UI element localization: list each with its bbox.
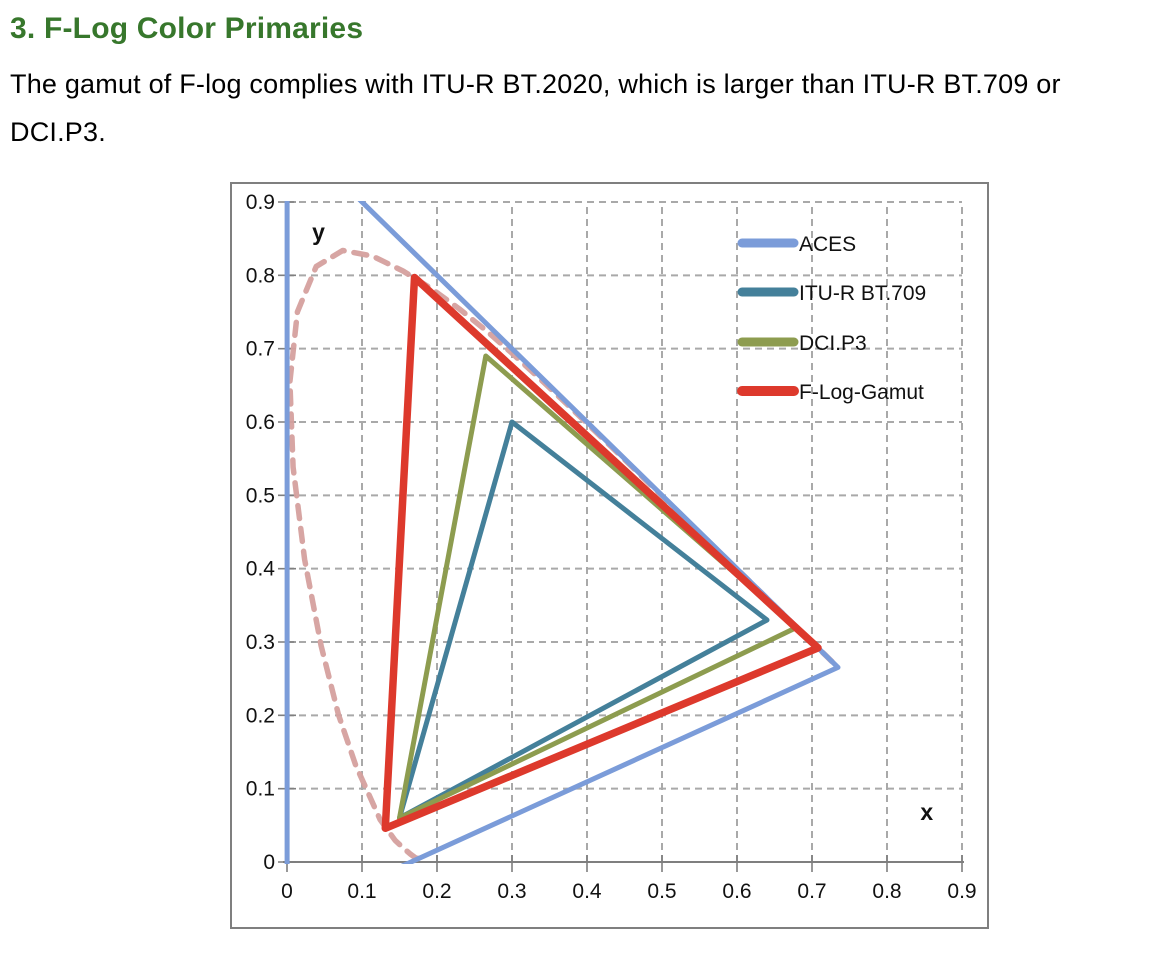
- legend-label: F-Log-Gamut: [799, 381, 924, 404]
- x-tick-label: 0.1: [347, 880, 376, 903]
- x-tick-label: 0: [281, 880, 293, 903]
- legend-label: ITU-R BT.709: [799, 282, 926, 305]
- y-tick-label: 0.2: [246, 704, 275, 727]
- x-tick-label: 0.2: [422, 880, 451, 903]
- body-text-line-2: DCI.P3.: [10, 117, 106, 147]
- x-tick-label: 0.6: [722, 880, 751, 903]
- y-tick-label: 0.1: [246, 778, 275, 801]
- legend: ACES ITU-R BT.709 DCI.P3 F-Log-Gamut: [737, 233, 926, 404]
- series-line-aces: [284, 201, 841, 865]
- y-tick-label: 0: [263, 851, 275, 874]
- y-tick-label: 0.5: [246, 484, 275, 507]
- y-tick-label: 0.7: [246, 338, 275, 361]
- chart-frame: [230, 182, 989, 929]
- x-axis-label: x: [920, 799, 933, 825]
- y-tick-label: 0.9: [246, 191, 275, 214]
- plot-area: [284, 201, 841, 865]
- legend-label: DCI.P3: [799, 332, 867, 355]
- legend-item: ACES: [737, 233, 856, 256]
- legend-item: ITU-R BT.709: [737, 282, 926, 305]
- y-tick-label: 0.4: [246, 558, 276, 581]
- legend-label: ACES: [799, 233, 856, 256]
- x-tick-label: 0.4: [572, 880, 602, 903]
- body-text-line-1: The gamut of F-log complies with ITU-R B…: [10, 69, 1061, 99]
- y-tick-label: 0.8: [246, 264, 275, 287]
- section-heading: 3. F-Log Color Primaries: [10, 12, 364, 45]
- legend-item: DCI.P3: [737, 332, 867, 355]
- y-axis-label: y: [312, 219, 325, 245]
- x-tick-label: 0.3: [497, 880, 526, 903]
- legend-item: F-Log-Gamut: [737, 381, 924, 404]
- x-tick-label: 0.7: [797, 880, 826, 903]
- series-line-itu-r-bt-709: [397, 419, 770, 821]
- series-line-f-log-gamut: [381, 273, 822, 833]
- y-tick-label: 0.3: [246, 631, 275, 654]
- gridlines: [287, 201, 963, 862]
- x-tick-label: 0.5: [647, 880, 676, 903]
- x-tick-label: 0.8: [872, 880, 901, 903]
- y-tick-label: 0.6: [246, 411, 275, 434]
- series-line-dci-p3: [397, 353, 800, 821]
- x-tick-label: 0.9: [947, 880, 976, 903]
